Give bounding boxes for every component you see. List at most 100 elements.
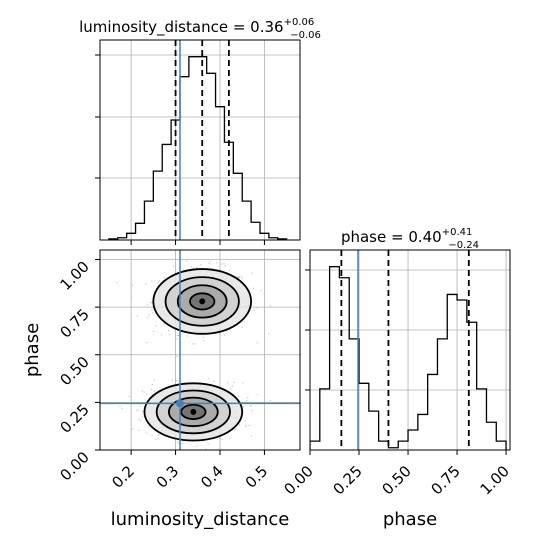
density-point <box>219 437 221 439</box>
density-point <box>145 283 147 285</box>
density-point <box>157 438 159 440</box>
density-point <box>245 426 247 428</box>
right-xtick-label-0: 0.00 <box>280 462 316 498</box>
top-step-line <box>108 56 288 240</box>
density-point <box>207 443 209 445</box>
density-point <box>200 264 202 266</box>
right-step-line <box>310 266 507 450</box>
title-ld-sup: +0.06 <box>284 17 315 28</box>
density-point <box>243 321 246 323</box>
density-point <box>253 309 255 312</box>
density-point <box>251 409 253 412</box>
density-xtick-label-0: 0.2 <box>108 462 138 492</box>
density-point <box>240 275 242 277</box>
density-point <box>146 341 148 344</box>
density-point <box>151 383 154 386</box>
right-xtick-label-1: 0.25 <box>329 462 365 498</box>
density-point <box>260 289 262 292</box>
density-contour-0-3 <box>189 292 216 311</box>
density-point <box>233 429 236 431</box>
density-point <box>238 424 241 426</box>
density-point <box>186 335 188 337</box>
density-point <box>196 445 198 447</box>
density-point <box>208 377 210 380</box>
density-point <box>153 330 155 332</box>
density-ytick-label-2: 0.50 <box>56 353 92 389</box>
density-truth-marker <box>176 399 184 408</box>
density-point <box>151 434 153 437</box>
density-point <box>191 248 192 249</box>
density-point <box>130 296 133 299</box>
density-point <box>181 443 183 445</box>
density-point <box>176 355 178 357</box>
density-point <box>179 469 180 470</box>
density-point <box>230 387 232 390</box>
density-point <box>153 379 155 381</box>
density-point <box>121 407 123 410</box>
density-point <box>155 438 157 440</box>
density-point <box>147 316 149 319</box>
density-point <box>208 263 210 265</box>
density-point <box>146 394 148 396</box>
density-point <box>151 301 153 304</box>
density-point <box>175 380 177 382</box>
right-histogram <box>310 266 507 450</box>
density-point <box>146 432 148 434</box>
title-phase-sup: +0.41 <box>442 227 473 238</box>
top-ticks <box>95 54 265 245</box>
top-histogram <box>108 56 288 240</box>
hist-phase-panel: 0.00 0.25 0.50 0.75 1.00 phase = 0.40+0.41 −0… <box>280 227 512 530</box>
density-point <box>136 315 139 317</box>
density-point <box>163 323 165 325</box>
density-point <box>227 382 229 384</box>
density-point <box>136 410 138 412</box>
density-point <box>242 382 244 384</box>
density-point <box>269 305 271 307</box>
top-axes-frame <box>99 39 301 241</box>
density-point <box>151 309 153 311</box>
title-phase-base: phase = 0.40 <box>341 228 442 246</box>
density-point <box>128 395 130 398</box>
density-point <box>228 269 231 271</box>
density-point <box>141 416 143 418</box>
density-contour-1-0 <box>143 382 244 442</box>
right-ticks: 0.00 0.25 0.50 0.75 1.00 <box>280 269 513 498</box>
density-point <box>241 277 243 279</box>
density-ytick-label-1: 0.25 <box>56 400 92 436</box>
density-point <box>194 343 196 345</box>
density-point <box>140 419 142 422</box>
density-point <box>183 269 185 271</box>
density-point <box>225 330 228 332</box>
density-point <box>188 452 189 453</box>
density-point <box>141 390 143 392</box>
density-point <box>256 394 259 396</box>
density-point <box>251 272 253 274</box>
density-peak-1 <box>190 408 197 415</box>
density-point <box>137 409 140 411</box>
density-ytick-label-0: 0.00 <box>56 448 92 484</box>
right-grid <box>309 250 510 450</box>
right-xtick-label-4: 1.00 <box>477 462 513 498</box>
density-point <box>205 448 207 450</box>
hist-phase-title: phase = 0.40+0.41 −0.24 <box>341 227 479 251</box>
density-point <box>250 405 252 407</box>
density-point <box>163 277 166 279</box>
density-point <box>177 441 179 443</box>
density-point <box>196 266 198 268</box>
density-point <box>268 333 270 335</box>
density-axes-frame <box>99 249 301 451</box>
density-point <box>203 340 205 342</box>
density-point <box>238 276 240 279</box>
density-point <box>224 265 226 267</box>
title-phase-sub: −0.24 <box>448 240 479 251</box>
density-truth-lines <box>100 250 300 450</box>
density-point <box>269 399 272 402</box>
scatter-phase-vs-ld-panel: 0.2 0.3 0.4 0.5 0.00 0.25 0.50 0.75 1.00 luminos… <box>22 248 301 530</box>
density-point <box>237 395 240 397</box>
ylabel-phase: phase <box>22 323 43 377</box>
density-point <box>252 287 254 289</box>
density-point <box>151 280 153 282</box>
density-point <box>241 326 243 329</box>
density-point <box>236 275 238 278</box>
